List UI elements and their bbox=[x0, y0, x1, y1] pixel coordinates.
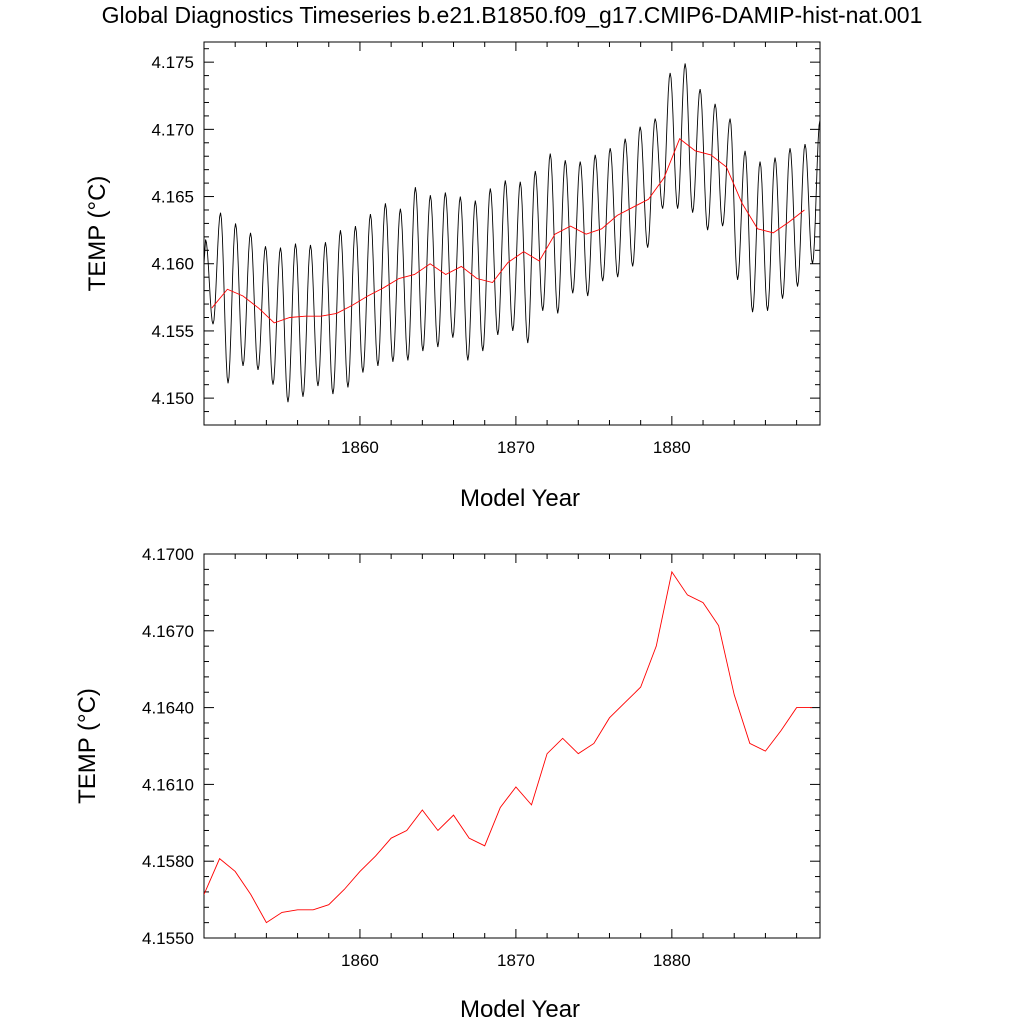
x-tick-label: 1860 bbox=[341, 438, 379, 457]
x-tick-label: 1870 bbox=[497, 438, 535, 457]
y-tick-label: 4.1610 bbox=[142, 775, 194, 794]
x-tick-label: 1870 bbox=[497, 951, 535, 970]
y-tick-label: 4.170 bbox=[151, 120, 194, 139]
x-tick-label: 1860 bbox=[341, 951, 379, 970]
y-tick-label: 4.150 bbox=[151, 389, 194, 408]
annual-mean-line bbox=[204, 570, 813, 924]
y-tick-label: 4.1700 bbox=[142, 545, 194, 564]
x-tick-label: 1880 bbox=[653, 438, 691, 457]
y-tick-label: 4.1580 bbox=[142, 852, 194, 871]
plot-frame bbox=[203, 553, 821, 939]
bottom-panel: 1860 1870 1880 4.1550 4.1580 4.1610 4.1640 4.16… bbox=[74, 545, 821, 1023]
y-tick-label: 4.175 bbox=[151, 53, 194, 72]
x-tick-label: 1880 bbox=[653, 951, 691, 970]
y-tick-label: 4.1640 bbox=[142, 699, 194, 718]
y-tick-label: 4.1550 bbox=[142, 929, 194, 948]
annual-mean-line bbox=[211, 138, 805, 324]
page-title: Global Diagnostics Timeseries b.e21.B185… bbox=[101, 2, 923, 28]
monthly-series-line bbox=[204, 63, 820, 403]
top-panel: 1860 1870 1880 4.150 4.155 4.160 4.165 4.170 4.1… bbox=[84, 41, 821, 512]
y-tick-label: 4.165 bbox=[151, 188, 194, 207]
y-axis-label: TEMP (°C) bbox=[74, 688, 101, 804]
y-tick-label: 4.160 bbox=[151, 255, 194, 274]
y-tick-label: 4.1670 bbox=[142, 622, 194, 641]
x-axis-label: Model Year bbox=[460, 485, 580, 512]
y-axis-label: TEMP (°C) bbox=[84, 176, 111, 292]
y-tick-label: 4.155 bbox=[151, 322, 194, 341]
x-axis-label: Model Year bbox=[460, 996, 580, 1023]
plot-frame bbox=[203, 41, 821, 426]
